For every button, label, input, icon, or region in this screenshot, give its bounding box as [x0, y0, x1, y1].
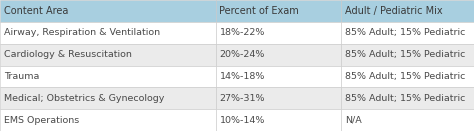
Bar [341, 44, 474, 66]
Bar [0, 22, 216, 44]
Bar [216, 66, 341, 87]
Text: Adult / Pediatric Mix: Adult / Pediatric Mix [345, 6, 443, 16]
Text: 85% Adult; 15% Pediatric: 85% Adult; 15% Pediatric [345, 28, 465, 37]
Bar [0, 44, 216, 66]
Text: 20%-24%: 20%-24% [219, 50, 265, 59]
Text: N/A: N/A [345, 116, 362, 125]
Bar [341, 87, 474, 109]
Text: 18%-22%: 18%-22% [219, 28, 265, 37]
Bar [0, 87, 216, 109]
Bar [216, 22, 341, 44]
Text: Percent of Exam: Percent of Exam [219, 6, 299, 16]
Text: Airway, Respiration & Ventilation: Airway, Respiration & Ventilation [4, 28, 160, 37]
Text: 85% Adult; 15% Pediatric: 85% Adult; 15% Pediatric [345, 72, 465, 81]
Bar [341, 0, 474, 22]
Bar [341, 109, 474, 131]
Bar [0, 109, 216, 131]
Text: Cardiology & Resuscitation: Cardiology & Resuscitation [4, 50, 132, 59]
Bar [341, 22, 474, 44]
Bar [0, 66, 216, 87]
Text: Medical; Obstetrics & Gynecology: Medical; Obstetrics & Gynecology [4, 94, 164, 103]
Text: 10%-14%: 10%-14% [219, 116, 265, 125]
Bar [216, 44, 341, 66]
Text: Content Area: Content Area [4, 6, 68, 16]
Bar [216, 109, 341, 131]
Bar [341, 66, 474, 87]
Text: Trauma: Trauma [4, 72, 39, 81]
Bar [0, 0, 216, 22]
Bar [216, 87, 341, 109]
Text: 27%-31%: 27%-31% [219, 94, 265, 103]
Text: 85% Adult; 15% Pediatric: 85% Adult; 15% Pediatric [345, 94, 465, 103]
Text: EMS Operations: EMS Operations [4, 116, 79, 125]
Text: 14%-18%: 14%-18% [219, 72, 265, 81]
Text: 85% Adult; 15% Pediatric: 85% Adult; 15% Pediatric [345, 50, 465, 59]
Bar [216, 0, 341, 22]
